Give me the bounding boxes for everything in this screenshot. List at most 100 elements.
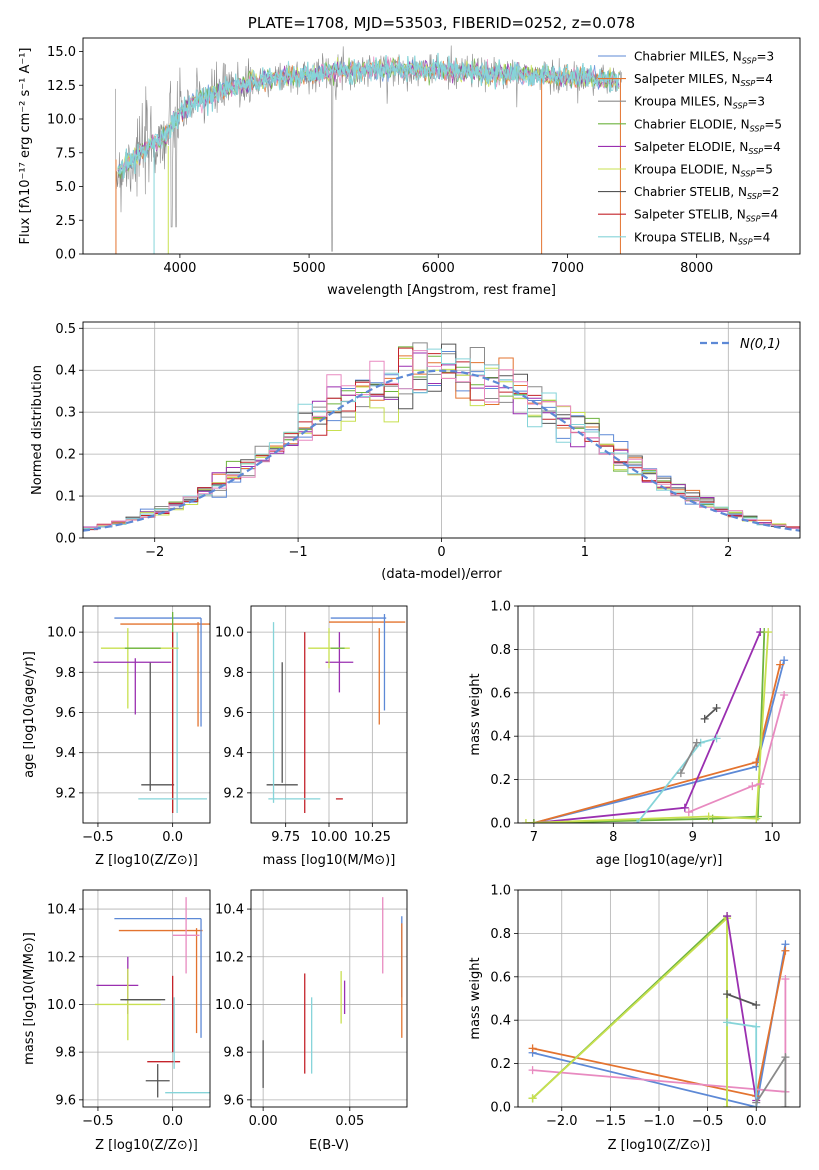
series-marker-dark (723, 990, 732, 999)
y-tick-label: 9.6 (55, 1093, 76, 1108)
y-tick-label: 0.8 (490, 927, 511, 942)
y-tick-label: 0.6 (490, 686, 511, 701)
y-tick-label: 9.8 (223, 666, 244, 681)
series-line-blue (533, 660, 785, 823)
y-tick-label: 10.0 (47, 998, 76, 1013)
series-marker-yellow (723, 1103, 732, 1107)
y-tick-label: 0.2 (490, 773, 511, 788)
series-marker-cyan (633, 819, 642, 823)
x-tick-label: 0.0 (746, 1114, 767, 1129)
y-tick-label: 0.2 (55, 448, 76, 463)
x-tick-label: −2 (145, 545, 164, 560)
x-tick-label: 0.0 (162, 1114, 183, 1129)
series-marker-pink (748, 782, 757, 791)
series-marker-blue (780, 656, 789, 665)
massweight-vs-Z-plot-area (528, 912, 790, 1107)
x-tick-label: 8 (609, 830, 617, 845)
age-vs-Z-frame (82, 605, 211, 824)
y-tick-label: 7.5 (55, 146, 76, 161)
y-tick-label: 5.0 (55, 180, 76, 195)
series-marker-purple (680, 803, 689, 812)
y-tick-label: 9.8 (55, 666, 76, 681)
series-line-gray (680, 742, 698, 774)
x-axis-label: Z [log10(Z/Z⊙)] (95, 1138, 198, 1153)
y-tick-label: 9.8 (223, 1046, 244, 1061)
y-axis-label: mass weight (468, 957, 483, 1039)
series-marker-yellow (521, 819, 530, 823)
x-axis-label: age [log10(age/yr)] (596, 853, 723, 868)
series-marker-gray (781, 1103, 790, 1107)
mass-vs-Z-axes: −0.5 0.0 9.6 9.8 10.0 10.2 10.4 (47, 890, 210, 1129)
age-vs-mass-plot-area (266, 614, 406, 813)
series-marker-dark (700, 714, 709, 723)
x-tick-label: −1 (289, 545, 308, 560)
legend-entry: Chabrier ELODIE, NSSP=5 (634, 117, 782, 133)
histogram-step-pink (83, 350, 800, 529)
x-tick-label: 0.05 (335, 1114, 364, 1129)
series-marker-pink (528, 1066, 537, 1075)
x-tick-label: 9.75 (271, 830, 300, 845)
y-tick-label: 9.6 (223, 1093, 244, 1108)
x-tick-label: 9 (689, 830, 697, 845)
y-tick-label: 0.4 (490, 730, 511, 745)
series-marker-orange (776, 660, 785, 669)
massweight-vs-Z-frame (517, 889, 801, 1108)
series-line-pink (688, 694, 785, 813)
series-line-cyan (726, 1021, 758, 1107)
mass-vs-Z-plot-area (94, 897, 210, 1098)
y-tick-label: 0.2 (490, 1057, 511, 1072)
x-tick-label: 0.00 (249, 1114, 278, 1129)
x-tick-label: 7 (530, 830, 538, 845)
y-tick-label: 15.0 (47, 45, 76, 60)
y-tick-label: 1.0 (490, 884, 511, 899)
normal-pdf-curve (83, 369, 800, 532)
massweight-vs-age-axes: 7 8 9 10 0.0 0.2 0.4 0.6 0.8 1.0 (490, 600, 800, 845)
x-tick-label: −0.5 (82, 830, 114, 845)
series-line-yellow (525, 631, 770, 823)
age-vs-mass-frame (250, 605, 408, 824)
x-tick-label: 8000 (680, 261, 713, 276)
y-tick-label: 0.8 (490, 643, 511, 658)
series-marker-dark (712, 703, 721, 712)
y-tick-label: 9.2 (223, 786, 244, 801)
series-marker-yellow (528, 1094, 537, 1103)
model-spectrum-pink (117, 56, 620, 171)
series-marker-yellow (704, 812, 713, 821)
spectrum-frame (82, 37, 801, 255)
y-tick-label: 9.4 (223, 746, 244, 761)
legend-entry: Kroupa ELODIE, NSSP=5 (634, 163, 773, 179)
x-tick-label: −0.5 (82, 1114, 114, 1129)
age-vs-Z-axes: −0.5 0.0 9.2 9.4 9.6 9.8 10.0 (47, 606, 210, 845)
y-axis-label: mass weight (468, 673, 483, 755)
y-tick-label: 10.2 (47, 950, 76, 965)
x-axis-label: mass [log10(M/M⊙)] (263, 853, 396, 868)
y-tick-label: 9.8 (55, 1046, 76, 1061)
y-tick-label: 10.4 (215, 903, 244, 918)
x-tick-label: 10.00 (310, 830, 347, 845)
chart-title: PLATE=1708, MJD=53503, FIBERID=0252, z=0… (248, 14, 635, 32)
y-axis-label: age [log10(age/yr)] (22, 651, 37, 778)
series-marker-pink (684, 808, 693, 817)
series-marker-green (529, 819, 538, 823)
spectrum-axes: 4000 5000 6000 7000 8000 0.0 2.5 5.0 7.5 10.0 12.5… (47, 45, 713, 276)
series-marker-gray (676, 769, 685, 778)
series-marker-cyan (712, 734, 721, 743)
series-marker-pink (756, 779, 765, 788)
y-tick-label: 0.3 (55, 406, 76, 421)
y-tick-label: 10.0 (47, 113, 76, 128)
x-axis-label: wavelength [Angstrom, rest frame] (327, 283, 556, 298)
massweight-vs-age-frame (517, 605, 801, 824)
age-vs-mass-axes: 9.75 10.00 10.25 9.2 9.4 9.6 9.8 10.0 (215, 606, 407, 845)
y-tick-label: 0.0 (490, 1101, 511, 1116)
age-vs-Z-plot-area (93, 612, 210, 813)
x-axis-label: Z [log10(Z/Z⊙)] (608, 1138, 711, 1153)
residuals-plot-area (83, 342, 800, 532)
series-marker-purple (723, 912, 732, 921)
y-axis-label: Normed distribution (30, 365, 45, 495)
series-marker-pink (780, 690, 789, 699)
y-tick-label: 0.6 (490, 970, 511, 985)
series-marker-yellow (752, 814, 761, 823)
series-marker-dark (752, 1001, 761, 1010)
series-line-purple (726, 915, 758, 1101)
x-tick-label: 0.0 (162, 830, 183, 845)
